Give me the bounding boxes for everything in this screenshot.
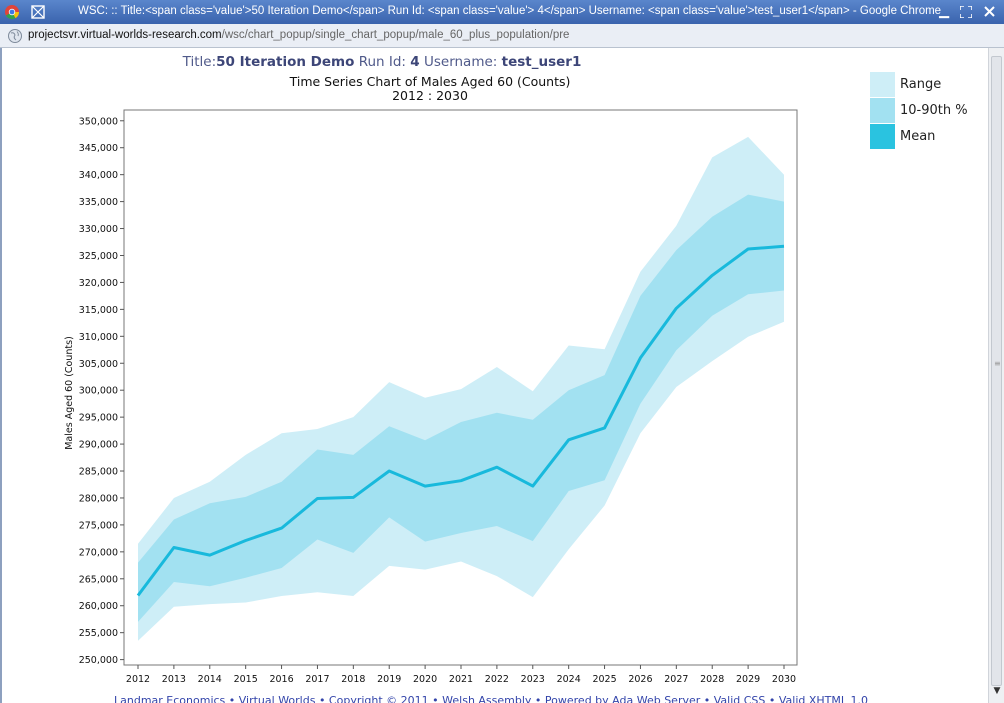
- address-bar[interactable]: projectsvr.virtual-worlds-research.com/w…: [0, 24, 1004, 48]
- minimize-button[interactable]: ▁: [939, 4, 949, 19]
- y-tick-label: 265,000: [79, 574, 118, 585]
- y-tick-label: 310,000: [79, 332, 118, 343]
- x-tick-label: 2024: [557, 674, 581, 685]
- mean-line: [136, 244, 785, 597]
- y-tick-label: 345,000: [79, 143, 118, 154]
- y-tick-label: 290,000: [79, 440, 118, 451]
- window-title: WSC: :: Title:<span class='value'>50 Ite…: [78, 5, 942, 17]
- time-series-chart: Time Series Chart of Males Aged 60 (Coun…: [64, 74, 798, 685]
- x-tick-label: 2023: [521, 674, 545, 685]
- x-tick-label: 2018: [341, 674, 365, 685]
- plot-axes: 250,000 255,000 260,000 265,000 270,000 275,0…: [79, 109, 798, 685]
- run-id-value: 4: [410, 54, 420, 70]
- y-tick-label: 260,000: [79, 601, 118, 612]
- y-tick-label: 325,000: [79, 251, 118, 262]
- window-menu-icon[interactable]: [30, 4, 46, 20]
- x-tick-label: 2012: [126, 674, 150, 685]
- y-tick-label: 300,000: [79, 386, 118, 397]
- window-frame-left: [0, 48, 2, 703]
- url-path: /wsc/chart_popup/single_chart_popup/male…: [221, 29, 570, 41]
- scroll-down-arrow-icon[interactable]: ▼: [993, 686, 1001, 696]
- legend-label-10-90: 10-90th %: [900, 103, 968, 118]
- maximize-button[interactable]: [957, 3, 975, 21]
- legend-item-mean: Mean: [868, 124, 978, 149]
- y-tick-label: 285,000: [79, 467, 118, 478]
- x-tick-label: 2028: [700, 674, 724, 685]
- title-label: Title:: [182, 54, 217, 70]
- legend-swatch-range: [870, 72, 895, 97]
- close-button[interactable]: [980, 3, 998, 21]
- legend-swatch-10-90: [870, 98, 895, 123]
- legend-swatch-mean: [870, 124, 895, 149]
- username-label: Username:: [423, 54, 498, 70]
- run-id-label: Run Id:: [358, 54, 406, 70]
- x-tick-label: 2013: [162, 674, 186, 685]
- scrollbar-thumb[interactable]: ≡: [991, 56, 1002, 686]
- x-tick-label: 2020: [413, 674, 437, 685]
- x-tick-label: 2021: [449, 674, 473, 685]
- y-axis-label: Males Aged 60 (Counts): [64, 336, 75, 450]
- url-text[interactable]: projectsvr.virtual-worlds-research.com/w…: [28, 29, 569, 41]
- scrollbar-grip-icon: ≡: [994, 359, 1001, 368]
- y-tick-label: 305,000: [79, 359, 118, 370]
- y-tick-label: 250,000: [79, 655, 118, 666]
- x-tick-label: 2029: [736, 674, 760, 685]
- y-tick-label: 340,000: [79, 170, 118, 181]
- legend-label-range: Range: [900, 77, 942, 92]
- y-tick-label: 275,000: [79, 520, 118, 531]
- username-value: test_user1: [501, 54, 582, 70]
- y-tick-label: 270,000: [79, 547, 118, 558]
- chrome-logo-icon: [5, 5, 20, 20]
- x-tick-label: 2027: [664, 674, 688, 685]
- x-tick-label: 2025: [592, 674, 616, 685]
- x-tick-label: 2016: [269, 674, 293, 685]
- x-tick-label: 2026: [628, 674, 652, 685]
- run-header: Title:50 Iteration Demo Run Id: 4 Userna…: [2, 54, 762, 70]
- plot-bands: [136, 136, 785, 641]
- x-tick-label: 2017: [305, 674, 329, 685]
- x-tick-label: 2019: [377, 674, 401, 685]
- close-icon: [983, 6, 995, 17]
- page-content: Title:50 Iteration Demo Run Id: 4 Userna…: [2, 48, 988, 703]
- globe-icon: [8, 29, 22, 43]
- x-tick-label: 2014: [198, 674, 222, 685]
- y-tick-label: 295,000: [79, 413, 118, 424]
- maximize-icon: [959, 5, 973, 19]
- url-host: projectsvr.virtual-worlds-research.com: [28, 29, 222, 41]
- chart-title: Time Series Chart of Males Aged 60 (Coun…: [289, 74, 571, 89]
- y-tick-label: 280,000: [79, 493, 118, 504]
- vertical-scrollbar[interactable]: ≡ ▼: [988, 48, 1004, 703]
- x-tick-label: 2030: [772, 674, 796, 685]
- x-tick-label: 2015: [234, 674, 258, 685]
- chart-subtitle: 2012 : 2030: [392, 88, 468, 103]
- y-tick-label: 335,000: [79, 197, 118, 208]
- title-value: 50 Iteration Demo: [216, 54, 355, 70]
- y-tick-label: 320,000: [79, 278, 118, 289]
- y-tick-label: 255,000: [79, 628, 118, 639]
- legend-item-range: Range: [868, 72, 978, 97]
- x-tick-label: 2022: [485, 674, 509, 685]
- y-tick-label: 350,000: [79, 116, 118, 127]
- y-tick-label: 330,000: [79, 224, 118, 235]
- legend-item-10-90: 10-90th %: [868, 98, 978, 123]
- window-titlebar: WSC: :: Title:<span class='value'>50 Ite…: [0, 0, 1004, 24]
- legend-label-mean: Mean: [900, 129, 936, 144]
- footer-links[interactable]: Landmar Economics • Virtual Worlds • Cop…: [114, 694, 869, 703]
- y-tick-label: 315,000: [79, 305, 118, 316]
